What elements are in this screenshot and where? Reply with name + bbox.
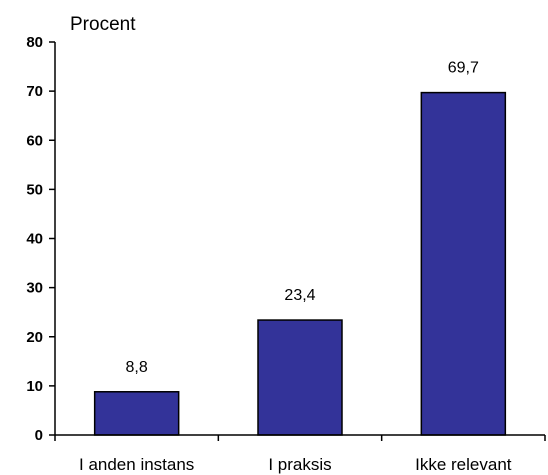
y-tick-label: 60	[26, 132, 43, 149]
y-axis-label: Procent	[70, 14, 136, 35]
x-tick-label: I anden instans	[79, 455, 194, 474]
bar	[95, 392, 179, 435]
data-label: 23,4	[284, 287, 315, 304]
bar	[421, 93, 505, 435]
y-tick-label: 0	[35, 427, 43, 444]
y-axis-ticks: 0 10 20 30 40 50 60 70 80	[26, 34, 55, 444]
data-label: 8,8	[126, 359, 148, 376]
x-axis-ticks: I anden instans I praksis Ikke relevant	[55, 435, 545, 474]
bars	[95, 93, 506, 435]
y-tick-label: 70	[26, 83, 43, 100]
y-tick-label: 80	[26, 34, 43, 51]
y-tick-label: 10	[26, 378, 43, 395]
x-tick-label: Ikke relevant	[415, 455, 512, 474]
y-tick-label: 40	[26, 231, 43, 248]
x-tick-label: I praksis	[268, 455, 331, 474]
y-tick-label: 50	[26, 181, 43, 198]
y-tick-label: 30	[26, 280, 43, 297]
data-label: 69,7	[448, 60, 479, 77]
y-tick-label: 20	[26, 329, 43, 346]
bar	[258, 320, 342, 435]
